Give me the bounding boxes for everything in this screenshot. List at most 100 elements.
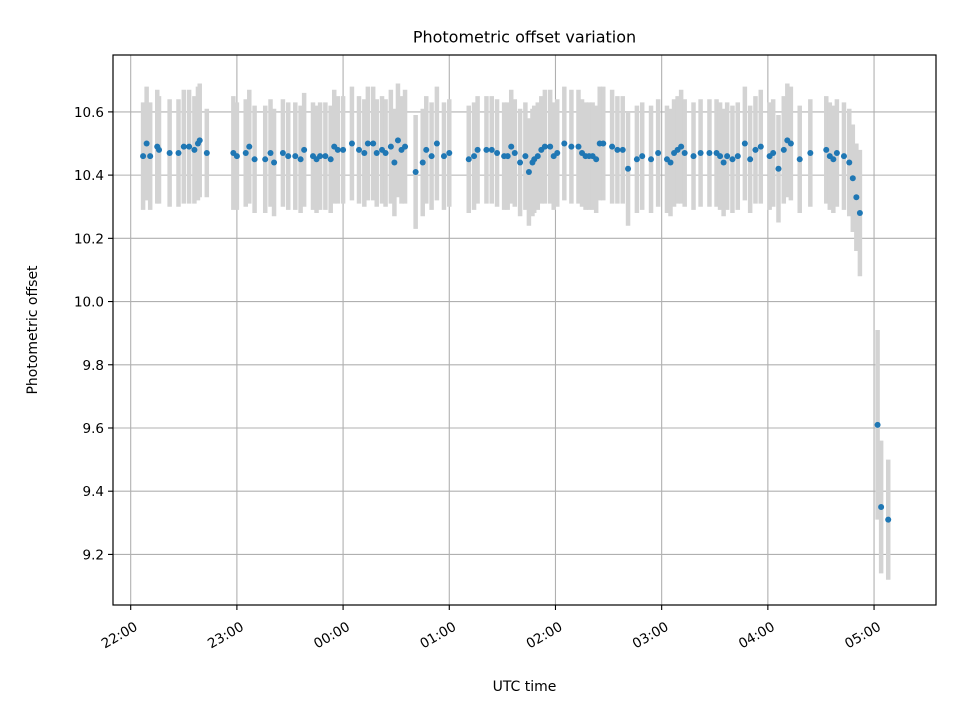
data-point	[440, 153, 447, 160]
data-point	[593, 156, 600, 163]
data-point	[382, 149, 389, 156]
data-point	[667, 159, 674, 166]
data-point	[433, 140, 440, 147]
data-point	[186, 143, 193, 150]
data-point	[747, 156, 754, 163]
data-point	[340, 146, 347, 153]
data-point	[508, 143, 515, 150]
data-point	[203, 149, 210, 156]
data-point	[609, 143, 616, 150]
data-point	[853, 194, 860, 201]
x-tick-label: 01:00	[417, 619, 459, 652]
data-point	[706, 149, 713, 156]
data-point	[625, 165, 632, 172]
data-point	[639, 153, 646, 160]
data-point	[262, 156, 269, 163]
data-point	[568, 143, 575, 150]
data-point	[373, 149, 380, 156]
data-point	[271, 159, 278, 166]
data-points	[140, 137, 892, 523]
data-point	[143, 140, 150, 147]
x-tick-label: 22:00	[99, 619, 141, 652]
data-point	[292, 153, 299, 160]
data-point	[387, 143, 394, 150]
data-point	[301, 146, 308, 153]
data-point	[849, 175, 856, 182]
data-point	[391, 159, 398, 166]
data-point	[361, 149, 368, 156]
data-point	[734, 153, 741, 160]
data-point	[633, 156, 640, 163]
data-point	[681, 149, 688, 156]
x-tick-label: 02:00	[524, 619, 566, 652]
data-point	[522, 153, 529, 160]
data-point	[807, 149, 814, 156]
data-point	[833, 149, 840, 156]
data-point	[655, 149, 662, 156]
data-point	[614, 146, 621, 153]
grid-lines	[113, 55, 936, 605]
data-point	[600, 140, 607, 147]
data-point	[780, 146, 787, 153]
y-tick-label: 10.2	[74, 231, 104, 247]
data-point	[770, 149, 777, 156]
data-point	[394, 137, 401, 144]
data-point	[874, 421, 881, 428]
data-point	[729, 156, 736, 163]
data-point	[334, 146, 341, 153]
data-point	[575, 143, 582, 150]
data-point	[488, 146, 495, 153]
data-point	[166, 149, 173, 156]
data-point	[297, 156, 304, 163]
data-point	[697, 149, 704, 156]
data-point	[267, 149, 274, 156]
x-tick-label: 00:00	[311, 619, 353, 652]
data-point	[830, 156, 837, 163]
y-tick-label: 9.6	[83, 421, 104, 437]
y-tick-label: 10.0	[74, 295, 104, 311]
data-point	[147, 153, 154, 160]
data-point	[547, 143, 554, 150]
data-point	[242, 149, 249, 156]
data-point	[511, 149, 518, 156]
data-point	[156, 146, 163, 153]
y-axis-label: Photometric offset	[25, 265, 41, 395]
data-point	[348, 140, 355, 147]
data-point	[757, 143, 764, 150]
data-point	[846, 159, 853, 166]
data-point	[175, 149, 182, 156]
data-point	[471, 153, 478, 160]
x-axis-label: UTC time	[493, 679, 557, 695]
data-point	[504, 153, 511, 160]
data-point	[196, 137, 203, 144]
plot-frame	[112, 54, 937, 606]
data-point	[856, 210, 863, 217]
data-point	[465, 156, 472, 163]
data-point	[741, 140, 748, 147]
y-tick-label: 9.4	[83, 484, 104, 500]
data-point	[823, 146, 830, 153]
data-point	[775, 165, 782, 172]
data-point	[428, 153, 435, 160]
data-point	[474, 146, 481, 153]
chart-title: Photometric offset variation	[413, 28, 636, 47]
data-point	[419, 159, 426, 166]
x-axis-ticks: 22:00 23:00 00:00 01:00 02:00 03:00 04:00 05:00	[99, 605, 884, 652]
data-point	[678, 143, 685, 150]
data-point	[233, 153, 240, 160]
data-point	[648, 156, 655, 163]
data-point	[840, 153, 847, 160]
data-point	[796, 156, 803, 163]
data-point	[279, 149, 286, 156]
data-point	[251, 156, 258, 163]
data-point	[517, 159, 524, 166]
data-point	[717, 153, 724, 160]
data-point	[140, 153, 147, 160]
data-point	[724, 153, 731, 160]
data-point	[554, 149, 561, 156]
y-axis-ticks: 9.2 9.4 9.6 9.8 10.0 10.2 10.4 10.6	[74, 105, 113, 563]
y-tick-label: 9.8	[83, 358, 104, 374]
data-point	[370, 140, 377, 147]
